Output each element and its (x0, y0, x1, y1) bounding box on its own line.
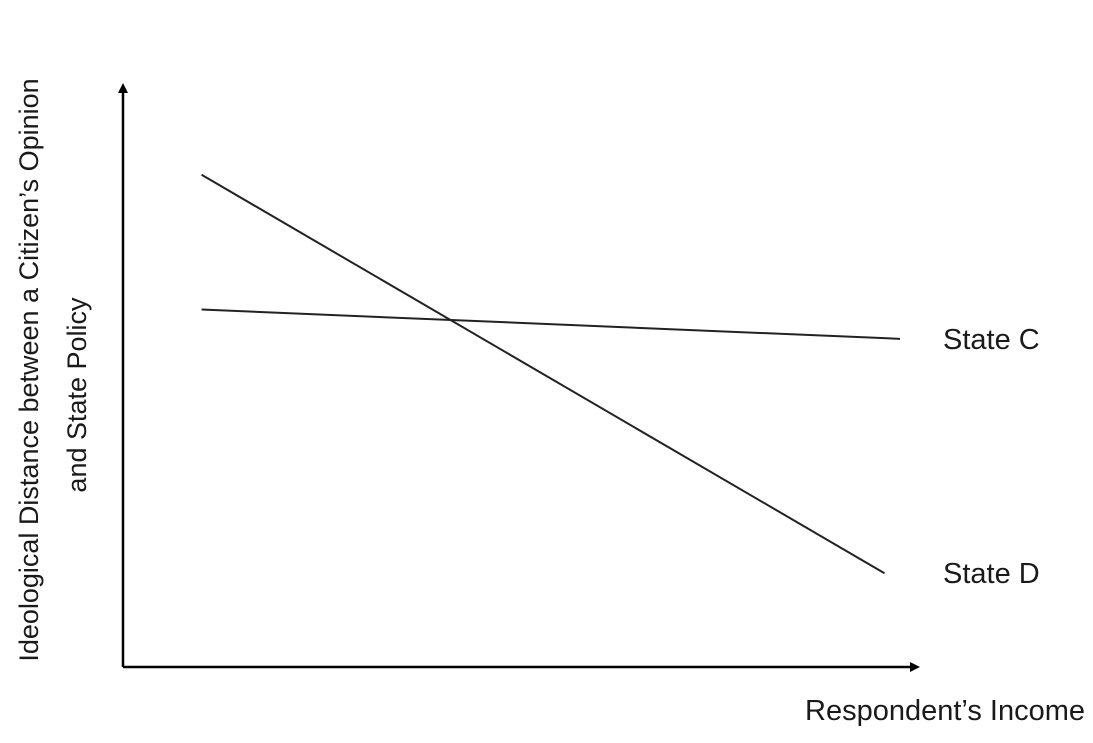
x-axis-label: Respondent’s Income (805, 695, 1085, 727)
series-line-state-d (201, 173, 885, 575)
y-axis-label-line-2: and State Policy (62, 297, 92, 493)
series-label-state-d: State D (943, 558, 1040, 590)
series-label-state-c: State C (943, 324, 1040, 356)
series-group: State C State D (201, 173, 1040, 590)
y-axis-label-line-1: Ideological Distance between a Citizen’s… (14, 78, 44, 661)
series-line-state-c (201, 308, 901, 340)
